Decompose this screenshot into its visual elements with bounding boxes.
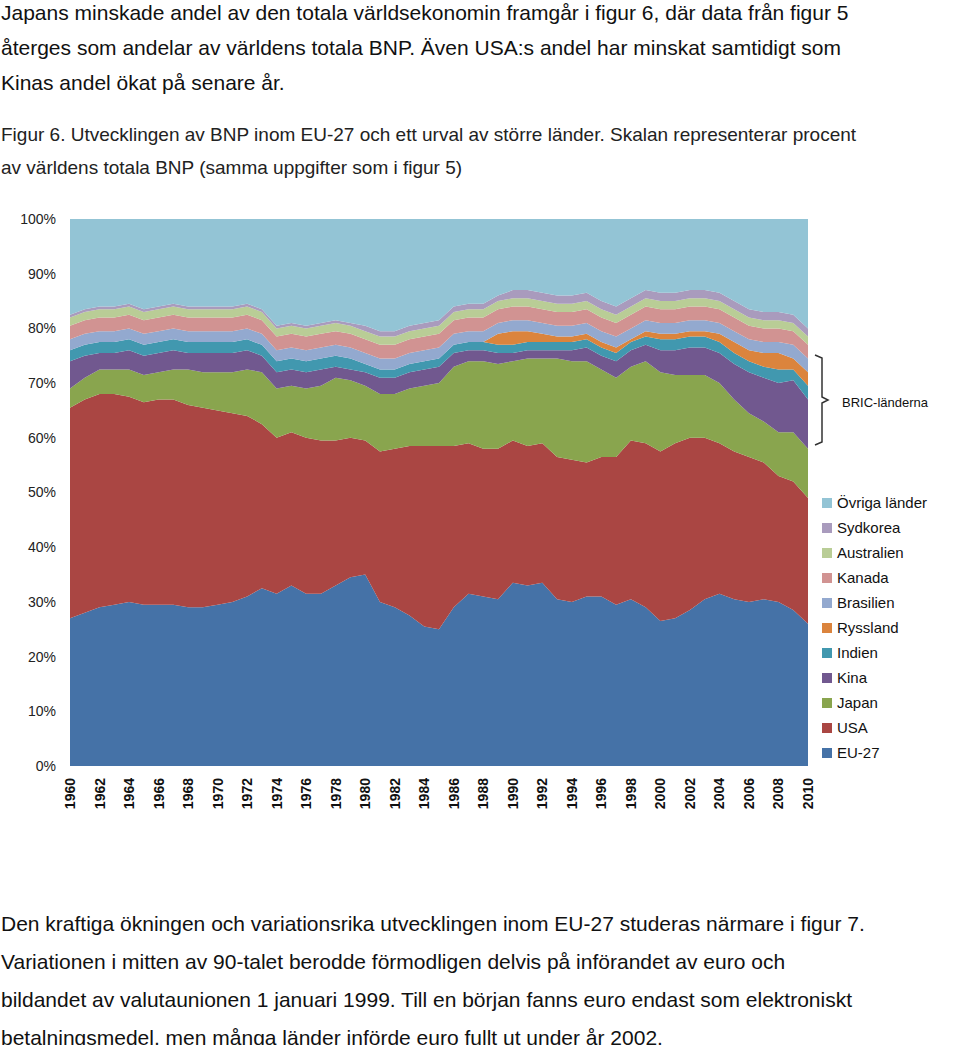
legend-swatch bbox=[822, 623, 832, 633]
area-series bbox=[70, 307, 808, 359]
y-tick-label: 70% bbox=[28, 375, 56, 391]
area-series bbox=[70, 320, 808, 372]
x-tick-label: 1998 bbox=[623, 778, 639, 809]
x-tick-label: 1966 bbox=[151, 778, 167, 809]
y-tick-label: 90% bbox=[28, 266, 56, 282]
legend-swatch bbox=[822, 673, 832, 683]
y-tick-label: 30% bbox=[28, 594, 56, 610]
body-text-line: betalningsmedel, men många länder införd… bbox=[1, 1020, 663, 1045]
x-tick-label: 2010 bbox=[800, 778, 816, 809]
x-tick-label: 1968 bbox=[180, 778, 196, 809]
x-tick-label: 1996 bbox=[593, 778, 609, 809]
x-tick-label: 1978 bbox=[328, 778, 344, 809]
area-series bbox=[70, 358, 808, 497]
legend-label: Japan bbox=[837, 694, 878, 711]
legend: Övriga länder Sydkorea Australien Kanada Bra… bbox=[822, 494, 927, 761]
x-tick-label: 2006 bbox=[741, 778, 757, 809]
y-tick-label: 0% bbox=[36, 758, 56, 774]
legend-label: EU-27 bbox=[837, 744, 880, 761]
area-series bbox=[70, 219, 808, 331]
x-tick-label: 1964 bbox=[121, 778, 137, 809]
body-text-line: Den kraftiga ökningen och variationsrika… bbox=[1, 906, 865, 942]
legend-swatch bbox=[822, 498, 832, 508]
intro-text-line: återges som andelar av världens totala B… bbox=[1, 30, 841, 65]
page: {"document": { "text_top": ["Japans mins… bbox=[0, 0, 960, 1045]
legend-label: Kina bbox=[837, 669, 868, 686]
x-tick-label: 2008 bbox=[770, 778, 786, 809]
legend-label: Indien bbox=[837, 644, 878, 661]
plot-area bbox=[70, 219, 808, 766]
y-tick-label: 20% bbox=[28, 649, 56, 665]
y-tick-label: 60% bbox=[28, 430, 56, 446]
legend-label: Övriga länder bbox=[837, 494, 927, 511]
y-tick-label: 50% bbox=[28, 484, 56, 500]
figure-caption-line: Figur 6. Utvecklingen av BNP inom EU-27 … bbox=[1, 118, 856, 151]
intro-text-line: Kinas andel ökat på senare år. bbox=[1, 65, 285, 100]
legend-label: Australien bbox=[837, 544, 904, 561]
x-tick-label: 1962 bbox=[92, 778, 108, 809]
area-series bbox=[70, 345, 808, 449]
legend-swatch bbox=[822, 573, 832, 583]
x-tick-label: 1970 bbox=[210, 778, 226, 809]
chart: 0% 10% 20% 30% 40% 50% 60% 70% 80% 90% 100% 1960 196… bbox=[0, 0, 960, 1045]
legend-label: Kanada bbox=[837, 569, 889, 586]
body-text-line: Variationen i mitten av 90-talet berodde… bbox=[1, 944, 785, 980]
x-tick-label: 1986 bbox=[446, 778, 462, 809]
legend-label: USA bbox=[837, 719, 868, 736]
legend-swatch bbox=[822, 548, 832, 558]
legend-swatch bbox=[822, 748, 832, 758]
x-tick-label: 1974 bbox=[269, 778, 285, 809]
legend-swatch bbox=[822, 648, 832, 658]
intro-text-line: Japans minskade andel av den totala värl… bbox=[1, 0, 848, 30]
area-series bbox=[70, 331, 808, 386]
legend-label: Sydkorea bbox=[837, 519, 901, 536]
legend-swatch bbox=[822, 723, 832, 733]
x-tick-label: 2004 bbox=[711, 778, 727, 809]
x-tick-label: 1990 bbox=[505, 778, 521, 809]
area-series bbox=[70, 298, 808, 345]
x-tick-label: 1972 bbox=[239, 778, 255, 809]
x-tick-label: 2002 bbox=[682, 778, 698, 809]
legend-label: Ryssland bbox=[837, 619, 899, 636]
annotation-text: BRIC-länderna bbox=[842, 395, 929, 410]
legend-swatch bbox=[822, 598, 832, 608]
legend-label: Brasilien bbox=[837, 594, 895, 611]
y-tick-label: 10% bbox=[28, 703, 56, 719]
x-tick-label: 1988 bbox=[475, 778, 491, 809]
legend-swatch bbox=[822, 523, 832, 533]
x-tick-label: 1980 bbox=[357, 778, 373, 809]
x-tick-label: 1982 bbox=[387, 778, 403, 809]
x-tick-label: 1976 bbox=[298, 778, 314, 809]
x-tick-label: 1984 bbox=[416, 778, 432, 809]
x-tick-label: 1992 bbox=[534, 778, 550, 809]
y-tick-label: 100% bbox=[20, 211, 56, 227]
area-series bbox=[70, 290, 808, 336]
x-tick-label: 1960 bbox=[62, 778, 78, 809]
annotation-bracket bbox=[815, 355, 828, 445]
body-text-line: bildandet av valutaunionen 1 januari 199… bbox=[1, 982, 852, 1018]
area-series bbox=[70, 575, 808, 766]
legend-swatch bbox=[822, 698, 832, 708]
area-series bbox=[70, 394, 808, 629]
x-tick-label: 1994 bbox=[564, 778, 580, 809]
figure-caption-line: av världens totala BNP (samma uppgifter … bbox=[1, 151, 462, 184]
x-tick-label: 2000 bbox=[652, 778, 668, 809]
y-tick-label: 40% bbox=[28, 539, 56, 555]
area-series bbox=[70, 337, 808, 400]
y-tick-label: 80% bbox=[28, 320, 56, 336]
